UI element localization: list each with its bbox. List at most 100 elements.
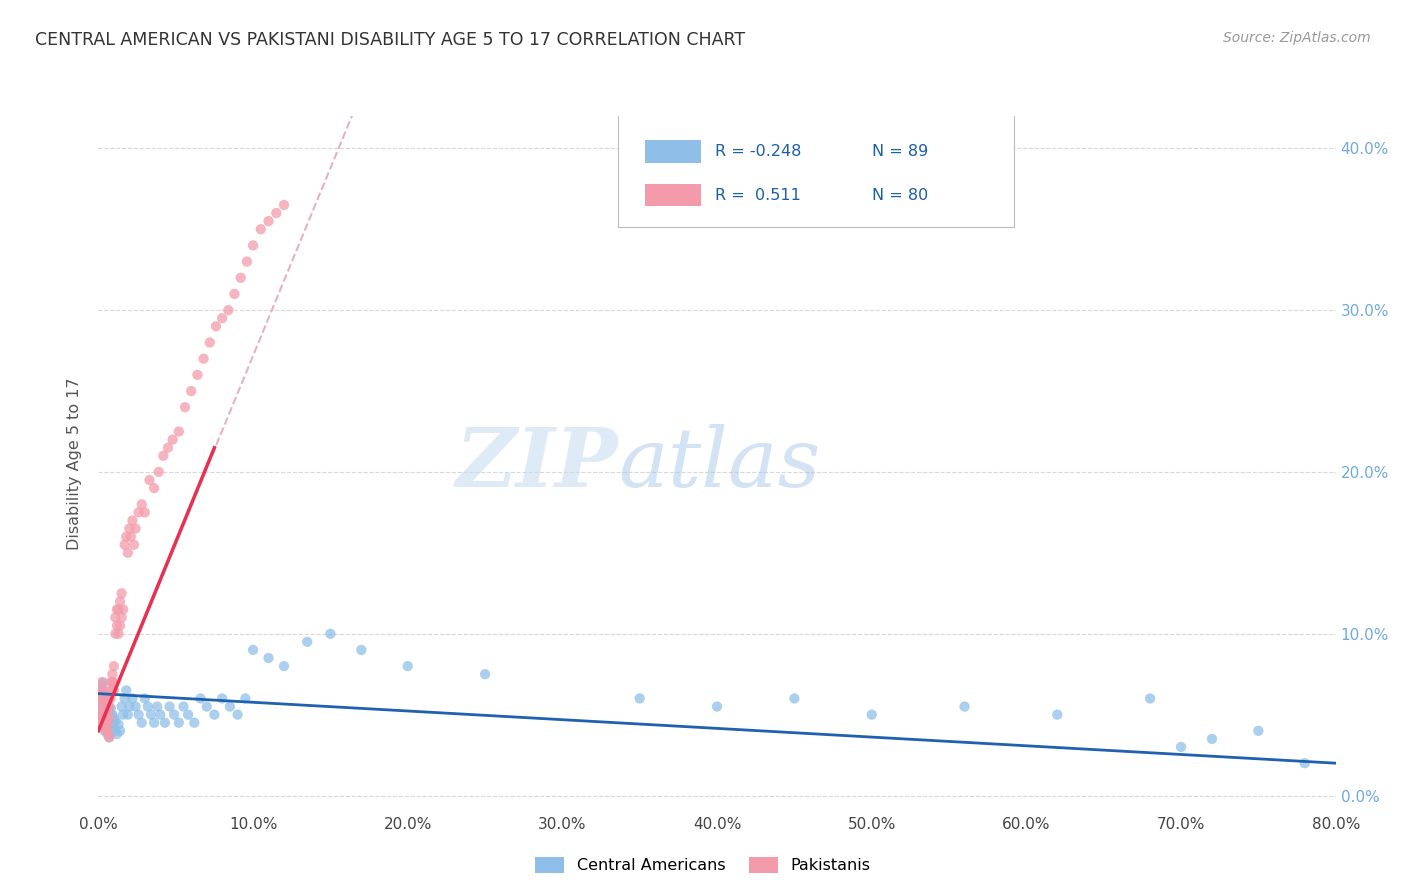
Point — [134, 691, 156, 706]
Point — [114, 691, 136, 706]
Point — [93, 717, 115, 731]
Point — [121, 691, 143, 706]
Text: N = 89: N = 89 — [872, 144, 928, 159]
Point — [149, 707, 172, 722]
Point — [628, 691, 651, 706]
Point — [98, 731, 121, 745]
Point — [153, 715, 176, 730]
Point — [1046, 707, 1069, 722]
Point — [1247, 723, 1270, 738]
Point — [224, 287, 246, 301]
Point — [136, 699, 159, 714]
Point — [98, 711, 121, 725]
Point — [91, 683, 114, 698]
Point — [98, 714, 121, 728]
Point — [96, 699, 118, 714]
Point — [128, 505, 150, 519]
Point — [90, 679, 112, 693]
Point — [111, 610, 134, 624]
Point — [159, 699, 181, 714]
Point — [186, 368, 208, 382]
Point — [167, 425, 190, 439]
Point — [96, 715, 118, 730]
Point — [152, 449, 174, 463]
Point — [97, 703, 120, 717]
Point — [190, 691, 212, 706]
Point — [93, 687, 115, 701]
Point — [229, 270, 252, 285]
Point — [89, 683, 111, 698]
Point — [115, 683, 138, 698]
Point — [111, 586, 134, 600]
Point — [97, 707, 120, 722]
Point — [96, 723, 118, 738]
Point — [474, 667, 496, 681]
Point — [121, 513, 143, 527]
Point — [91, 717, 114, 731]
Point — [103, 675, 125, 690]
Point — [89, 707, 111, 722]
Point — [93, 711, 115, 725]
Point — [97, 727, 120, 741]
Y-axis label: Disability Age 5 to 17: Disability Age 5 to 17 — [67, 377, 83, 550]
Point — [103, 711, 125, 725]
Point — [101, 667, 124, 681]
Point — [90, 695, 112, 709]
Point — [100, 691, 122, 706]
Text: N = 80: N = 80 — [872, 188, 928, 202]
Point — [1294, 756, 1316, 771]
Point — [91, 683, 114, 698]
Point — [91, 691, 114, 706]
Point — [104, 626, 127, 640]
Point — [180, 384, 202, 398]
Point — [114, 538, 136, 552]
Point — [122, 538, 145, 552]
Point — [91, 675, 114, 690]
Point — [273, 659, 295, 673]
Point — [107, 602, 129, 616]
Text: Source: ZipAtlas.com: Source: ZipAtlas.com — [1223, 31, 1371, 45]
Point — [105, 602, 128, 616]
FancyBboxPatch shape — [619, 112, 1014, 227]
Point — [90, 715, 112, 730]
Point — [96, 691, 118, 706]
Point — [350, 643, 373, 657]
Point — [115, 530, 138, 544]
Point — [1139, 691, 1161, 706]
Point — [101, 717, 124, 731]
Point — [90, 688, 112, 702]
Point — [91, 707, 114, 722]
Point — [103, 659, 125, 673]
Point — [100, 711, 122, 725]
Point — [236, 254, 259, 268]
Point — [120, 530, 142, 544]
Point — [139, 707, 162, 722]
Point — [143, 715, 166, 730]
Point — [177, 707, 200, 722]
Point — [89, 683, 111, 698]
Text: ZIP: ZIP — [456, 424, 619, 504]
Point — [91, 699, 114, 714]
Point — [219, 699, 242, 714]
Point — [250, 222, 273, 236]
Point — [91, 695, 114, 709]
Text: R = -0.248: R = -0.248 — [714, 144, 801, 159]
Point — [396, 659, 419, 673]
FancyBboxPatch shape — [645, 184, 702, 206]
Point — [167, 715, 190, 730]
Point — [90, 707, 112, 722]
Point — [101, 683, 124, 698]
Point — [953, 699, 976, 714]
Point — [134, 505, 156, 519]
Point — [131, 715, 153, 730]
Point — [157, 441, 180, 455]
Point — [162, 433, 184, 447]
Point — [148, 465, 170, 479]
Point — [104, 723, 127, 738]
Point — [860, 707, 883, 722]
Point — [1201, 731, 1223, 746]
Point — [143, 481, 166, 495]
Text: CENTRAL AMERICAN VS PAKISTANI DISABILITY AGE 5 TO 17 CORRELATION CHART: CENTRAL AMERICAN VS PAKISTANI DISABILITY… — [35, 31, 745, 49]
Point — [97, 711, 120, 725]
Point — [101, 707, 124, 722]
